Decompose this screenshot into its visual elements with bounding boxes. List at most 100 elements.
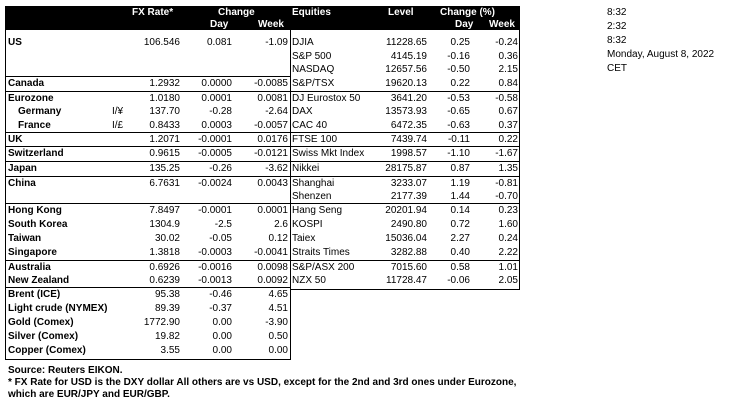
equity-day-change: 0.58 <box>450 262 470 273</box>
equity-week-change: 0.67 <box>498 106 518 117</box>
commodity-level: 89.39 <box>154 303 180 314</box>
equity-week-change: 1.01 <box>498 262 518 273</box>
fx-rate: 0.9615 <box>149 148 180 159</box>
equity-name: Swiss Mkt Index <box>292 148 365 159</box>
fx-day-change: -0.0003 <box>198 247 232 258</box>
equity-day-change: 0.25 <box>450 37 470 48</box>
equity-week-change: 2.15 <box>498 64 518 75</box>
header-level: Level <box>388 7 414 18</box>
equity-section-line <box>290 203 520 204</box>
source-note: Source: Reuters EIKON. <box>8 365 123 376</box>
commodity-day-change: 0.00 <box>212 345 232 356</box>
fx-section-line <box>5 161 291 162</box>
commodity-week-change: 0.00 <box>268 345 288 356</box>
equity-week-change: 0.36 <box>498 51 518 62</box>
fx-country: South Korea <box>8 219 68 230</box>
fx-country: UK <box>8 134 23 145</box>
equity-level: 19620.13 <box>385 78 427 89</box>
equity-section-line <box>290 161 520 162</box>
equity-name: DJ Eurostox 50 <box>292 93 361 104</box>
equity-day-change: -0.63 <box>447 120 470 131</box>
fx-rate: 135.25 <box>149 163 180 174</box>
equity-level: 20201.94 <box>385 205 427 216</box>
commodity-name: Brent (ICE) <box>8 289 61 300</box>
equity-day-change: 0.40 <box>450 247 470 258</box>
equity-name: KOSPI <box>292 219 323 230</box>
equity-day-change: 0.87 <box>450 163 470 174</box>
fx-section-line <box>5 203 291 204</box>
fx-day-change: -0.0001 <box>198 205 232 216</box>
header-change: Change <box>218 7 255 18</box>
equity-name: Nikkei <box>292 163 320 174</box>
equity-name: NZX 50 <box>292 275 326 286</box>
fx-note: I/£ <box>112 120 124 131</box>
equity-level: 3282.88 <box>390 247 427 258</box>
commodity-level: 1772.90 <box>143 317 180 328</box>
fx-day-change: -0.05 <box>209 233 232 244</box>
commodity-name: Copper (Comex) <box>8 345 86 356</box>
fx-day-change: -0.28 <box>209 106 232 117</box>
equity-week-change: 0.24 <box>498 233 518 244</box>
fx-country: France <box>18 120 51 131</box>
equity-day-change: -0.11 <box>447 134 470 145</box>
fx-rate: 1.3818 <box>149 247 180 258</box>
equity-name: Hang Seng <box>292 205 343 216</box>
equity-day-change: 1.44 <box>450 191 470 202</box>
equity-level: 13573.93 <box>385 106 427 117</box>
header-fx-rate: FX Rate* <box>132 7 174 18</box>
equity-name: Shenzen <box>292 191 332 202</box>
fx-section-line <box>5 76 291 77</box>
equity-day-change: -1.10 <box>447 148 470 159</box>
equity-week-change: -0.81 <box>495 178 518 189</box>
fx-day-change: 0.0000 <box>201 78 232 89</box>
fx-week-change: 0.0092 <box>257 275 288 286</box>
equity-week-change: 0.22 <box>498 134 518 145</box>
equity-section-line <box>290 176 520 177</box>
fx-day-change: -0.0001 <box>198 134 232 145</box>
commodity-week-change: -3.90 <box>265 317 288 328</box>
equity-level: 11228.65 <box>386 37 427 48</box>
fx-country: New Zealand <box>8 275 70 286</box>
fx-rate: 7.8497 <box>149 205 180 216</box>
equity-section-line <box>290 132 520 133</box>
fx-section-line <box>5 132 291 133</box>
equity-name: Taiex <box>292 233 316 244</box>
fx-country: Germany <box>18 106 62 117</box>
fx-week-change: -1.09 <box>265 37 288 48</box>
equity-level: 7015.60 <box>390 262 427 273</box>
header-day2: Day <box>455 19 474 30</box>
equity-week-change: 1.60 <box>498 219 518 230</box>
equity-name: CAC 40 <box>292 120 328 131</box>
fx-week-change: -0.0085 <box>254 78 288 89</box>
fx-footnote: * FX Rate for USD is the DXY dollar All … <box>8 377 517 388</box>
fx-section-line <box>5 176 291 177</box>
fx-week-change: -2.64 <box>265 106 288 117</box>
fx-rate: 1.2071 <box>149 134 180 145</box>
commodity-week-change: 0.50 <box>268 331 288 342</box>
fx-note: I/¥ <box>112 106 124 117</box>
commodity-day-change: -0.46 <box>209 289 232 300</box>
equity-day-change: -0.50 <box>447 64 470 75</box>
equity-day-change: 0.72 <box>450 219 470 230</box>
fx-day-change: 0.0003 <box>201 120 232 131</box>
equity-level: 6472.35 <box>390 120 427 131</box>
fx-day-change: -0.0013 <box>198 275 232 286</box>
equity-name: Shanghai <box>292 178 335 189</box>
equity-level: 3641.20 <box>390 93 427 104</box>
fx-week-change: 0.0098 <box>257 262 288 273</box>
fx-footnote-2: which are EUR/JPY and EUR/GBP. <box>8 389 170 400</box>
fx-rate: 1304.9 <box>149 219 180 230</box>
equity-section-line <box>290 91 520 92</box>
equity-day-change: 1.19 <box>450 178 470 189</box>
equity-level: 3233.07 <box>390 178 427 189</box>
equity-day-change: -0.53 <box>447 93 470 104</box>
equity-level: 2177.39 <box>390 191 427 202</box>
fx-country: US <box>8 37 22 48</box>
equity-name: FTSE 100 <box>292 134 338 145</box>
time-3: 8:32 <box>607 35 627 46</box>
equity-name: S&P 500 <box>292 51 332 62</box>
equity-day-change: 0.14 <box>450 205 470 216</box>
fx-rate: 0.6926 <box>149 262 180 273</box>
equity-name: Straits Times <box>292 247 350 258</box>
fx-week-change: 0.0176 <box>257 134 288 145</box>
